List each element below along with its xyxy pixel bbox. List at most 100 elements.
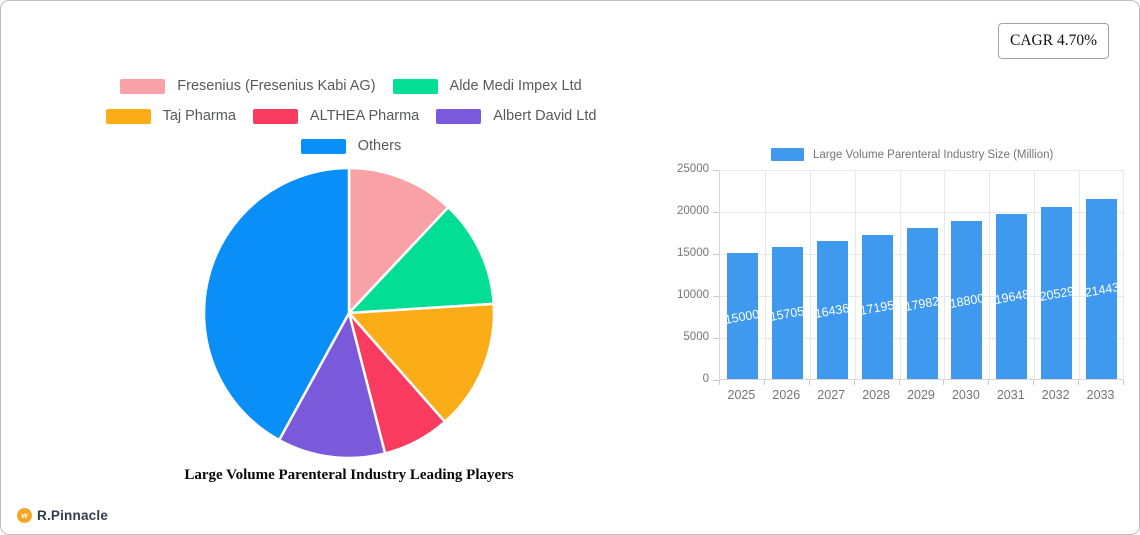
gridline (1034, 170, 1035, 379)
bar-value-label: 17982 (903, 294, 941, 315)
y-axis-tick-label: 20000 (677, 205, 709, 217)
brand-logo-text: R.Pinnacle (37, 508, 109, 523)
pie-legend-item: Albert David Ltd (436, 108, 596, 124)
legend-swatch (392, 78, 438, 94)
gridline (944, 170, 945, 379)
bar: 17982 (903, 227, 941, 379)
gridline (720, 170, 1123, 171)
gridline (765, 170, 766, 379)
gridline (1079, 170, 1080, 379)
pie-legend-item: ALTHEA Pharma (252, 108, 420, 124)
legend-label: Alde Medi Impex Ltd (449, 78, 582, 94)
pie-legend: Fresenius (Fresenius Kabi AG) Alde Medi I… (61, 78, 641, 168)
bar: 21443 (1083, 198, 1120, 379)
x-axis-tick-label: 2032 (1041, 388, 1070, 402)
x-axis-tick-label: 2030 (951, 388, 980, 402)
pie-legend-item: Alde Medi Impex Ltd (392, 78, 582, 94)
brand-logo: w R.Pinnacle (17, 508, 108, 523)
bar: 17195 (858, 234, 896, 379)
bar: 18800 (949, 221, 985, 379)
gridline (1123, 170, 1124, 379)
y-axis-tick (713, 212, 719, 213)
gridline (855, 170, 856, 379)
x-axis-tick (1123, 380, 1124, 385)
x-axis-tick-label: 2025 (727, 388, 756, 402)
cagr-badge: CAGR 4.70% (998, 23, 1109, 59)
bar: 16436 (813, 240, 851, 379)
y-axis-tick (713, 254, 719, 255)
bar-value-label: 20529 (1038, 283, 1075, 304)
gridline (810, 170, 811, 379)
x-axis-tick (943, 380, 944, 385)
bar-chart-legend: Large Volume Parenteral Industry Size (M… (771, 148, 1053, 161)
gridline (989, 170, 990, 379)
cagr-badge-label: CAGR 4.70% (1010, 32, 1097, 49)
y-axis-tick-label: 10000 (677, 289, 709, 301)
x-axis-tick-label: 2033 (1086, 388, 1115, 402)
bar-value-label: 15000 (724, 307, 761, 327)
pie-legend-row: Taj Pharma ALTHEA Pharma Albert David Ltd (61, 108, 641, 124)
x-axis-tick-label: 2027 (817, 388, 846, 402)
bar-value-label: 18800 (948, 291, 986, 311)
y-axis-tick (713, 338, 719, 339)
legend-label: Fresenius (Fresenius Kabi AG) (177, 78, 376, 94)
x-axis-tick-label: 2029 (907, 388, 935, 402)
x-axis-tick (809, 380, 810, 385)
legend-swatch (105, 108, 151, 124)
bar: 19648 (993, 213, 1031, 379)
y-axis-tick (713, 170, 719, 171)
bar-chart-plot: 15000 15705 16436 17195 17982 18800 19648 20529… (719, 170, 1124, 380)
bar-chart: Large Volume Parenteral Industry Size (M… (661, 141, 1139, 413)
x-axis-tick (719, 380, 720, 385)
pie-slice (277, 311, 387, 460)
y-axis-tick-label: 0 (702, 373, 709, 385)
gridline (720, 212, 1123, 213)
brand-logo-icon: w (17, 508, 32, 523)
pie-legend-item: Fresenius (Fresenius Kabi AG) (120, 78, 376, 94)
x-axis-tick (988, 380, 989, 385)
legend-swatch (252, 108, 298, 124)
x-axis-tick (1078, 380, 1079, 385)
bar: 20529 (1038, 206, 1075, 379)
pie-legend-item: Others (300, 138, 402, 154)
bar-legend-label: Large Volume Parenteral Industry Size (M… (813, 148, 1054, 161)
x-axis-tick (899, 380, 900, 385)
pie-slice (347, 166, 450, 315)
bar-value-label: 19648 (993, 287, 1031, 308)
bar-value-label: 16436 (813, 301, 851, 321)
x-axis-tick-label: 2028 (862, 388, 890, 402)
y-axis-tick (713, 380, 719, 381)
y-axis-tick-label: 5000 (683, 331, 709, 343)
pie-legend-row: Others (61, 138, 641, 154)
bar: 15705 (768, 247, 806, 379)
pie-slice (202, 166, 351, 442)
bar-legend-swatch (771, 148, 804, 161)
bar-value-label: 17195 (858, 297, 896, 318)
legend-swatch (300, 138, 346, 154)
pie-legend-item: Taj Pharma (105, 108, 236, 124)
legend-swatch (120, 78, 166, 94)
pie-title: Large Volume Parenteral Industry Leading… (184, 467, 514, 483)
x-axis-tick-label: 2031 (996, 388, 1025, 402)
pie-slice (347, 206, 495, 315)
y-axis-tick-label: 25000 (677, 163, 709, 175)
legend-label: Taj Pharma (162, 108, 236, 124)
legend-label: Albert David Ltd (493, 108, 597, 124)
gridline (900, 170, 901, 379)
bar-value-label: 15705 (768, 304, 806, 324)
x-axis-tick-label: 2026 (772, 388, 801, 402)
legend-label: Others (357, 138, 402, 154)
y-axis-tick (713, 296, 719, 297)
pie-slice (347, 302, 496, 424)
bar-value-label: 21443 (1083, 280, 1120, 300)
bar: 15000 (724, 253, 761, 379)
x-axis-tick (854, 380, 855, 385)
x-axis-tick (1033, 380, 1034, 385)
legend-swatch (436, 108, 482, 124)
pie-legend-row: Fresenius (Fresenius Kabi AG) Alde Medi I… (61, 78, 641, 94)
legend-label: ALTHEA Pharma (309, 108, 420, 124)
pie-chart (202, 166, 496, 460)
x-axis-tick (764, 380, 765, 385)
y-axis-tick-label: 15000 (677, 247, 709, 259)
